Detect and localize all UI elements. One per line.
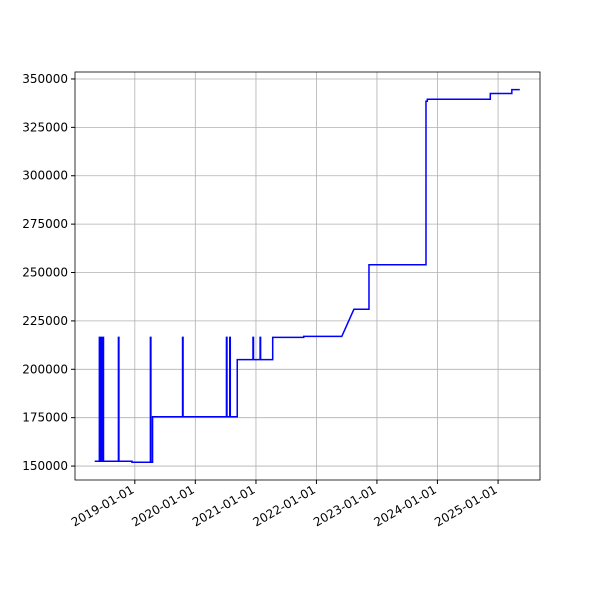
y-tick-label: 350000 — [22, 72, 68, 86]
y-tick-label: 175000 — [22, 411, 68, 425]
y-tick-label: 325000 — [22, 120, 68, 134]
y-tick-label: 150000 — [22, 459, 68, 473]
x-tick-label: 2022-01-01 — [251, 482, 318, 529]
y-tick-label: 250000 — [22, 266, 68, 280]
x-tick-label: 2025-01-01 — [432, 482, 499, 529]
x-tick-label: 2024-01-01 — [372, 482, 439, 529]
y-tick-label: 200000 — [22, 362, 68, 376]
line — [94, 88, 520, 463]
y-tick-label: 300000 — [22, 169, 68, 183]
x-tick-label: 2019-01-01 — [69, 482, 136, 529]
y-tick-label: 275000 — [22, 217, 68, 231]
x-tick-label: 2023-01-01 — [311, 482, 378, 529]
plot-frame — [74, 71, 541, 481]
y-tick-label: 225000 — [22, 314, 68, 328]
x-tick-label: 2021-01-01 — [190, 482, 257, 529]
x-tick-label: 2020-01-01 — [129, 482, 196, 529]
